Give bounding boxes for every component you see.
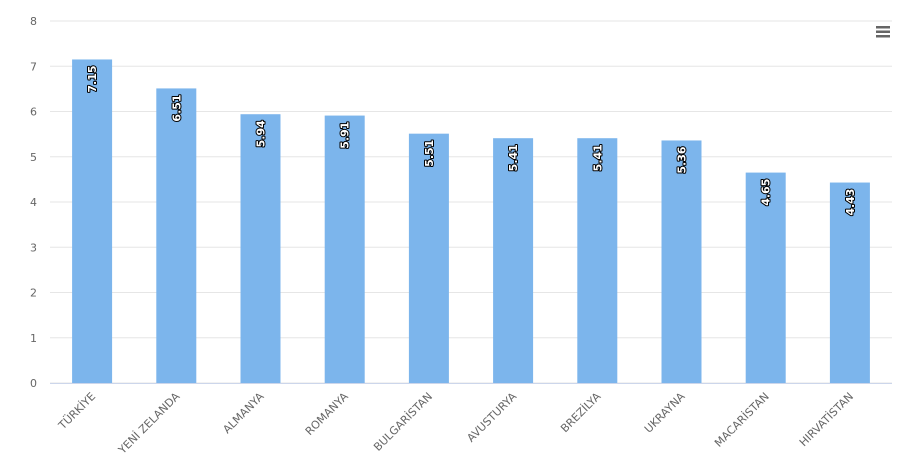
data-label: 4.65 bbox=[760, 179, 773, 206]
data-label: 6.51 bbox=[170, 94, 183, 121]
menu-bar bbox=[876, 30, 890, 33]
x-tick-label: HIRVATİSTAN bbox=[797, 390, 856, 449]
y-tick-label: 0 bbox=[30, 377, 37, 390]
x-tick-label: UKRAYNA bbox=[642, 390, 688, 436]
data-label: 5.41 bbox=[507, 144, 520, 171]
y-tick-label: 8 bbox=[30, 15, 37, 28]
x-tick-label: ALMANYA bbox=[220, 390, 267, 437]
data-label: 5.51 bbox=[423, 140, 436, 167]
bar bbox=[577, 138, 618, 383]
y-tick-label: 1 bbox=[30, 332, 37, 345]
x-tick-label: ROMANYA bbox=[303, 390, 351, 438]
data-label: 7.15 bbox=[86, 65, 99, 92]
menu-button[interactable] bbox=[876, 26, 890, 38]
bar bbox=[661, 140, 702, 383]
bar bbox=[408, 133, 449, 383]
data-label: 5.94 bbox=[255, 120, 268, 147]
y-tick-label: 5 bbox=[30, 151, 37, 164]
data-label: 5.91 bbox=[339, 122, 352, 149]
y-tick-label: 3 bbox=[30, 241, 37, 254]
bar bbox=[240, 114, 281, 383]
bar bbox=[324, 115, 365, 383]
x-tick-label: AVUSTURYA bbox=[464, 390, 519, 445]
bar bbox=[493, 138, 534, 383]
x-tick-label: MACARİSTAN bbox=[712, 390, 772, 450]
menu-bar bbox=[876, 26, 890, 29]
bar bbox=[829, 182, 870, 383]
x-tick-label: YENİ ZELANDA bbox=[115, 390, 183, 458]
y-tick-label: 2 bbox=[30, 287, 37, 300]
data-label: 5.36 bbox=[676, 146, 689, 173]
x-tick-label: BULGARİSTAN bbox=[371, 390, 435, 454]
bar bbox=[72, 59, 113, 384]
x-tick-label: TÜRKİYE bbox=[55, 390, 98, 433]
y-tick-label: 7 bbox=[30, 60, 37, 73]
data-label: 4.43 bbox=[844, 189, 857, 216]
bar bbox=[156, 88, 197, 384]
y-tick-label: 6 bbox=[30, 106, 37, 119]
menu-bar bbox=[876, 35, 890, 38]
y-tick-label: 4 bbox=[30, 196, 37, 209]
bar bbox=[745, 172, 786, 383]
data-label: 5.41 bbox=[591, 144, 604, 171]
x-tick-label: BREZİLYA bbox=[558, 390, 604, 436]
